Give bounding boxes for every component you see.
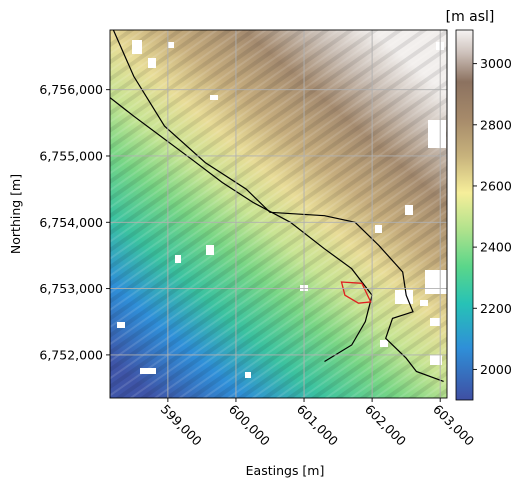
x-tick-label-1: 600,000 (226, 402, 273, 449)
gridlines (110, 30, 447, 398)
x-tick-label-3: 602,000 (362, 402, 409, 449)
colorbar-tick-label-4: 2800 (480, 117, 512, 132)
y-tick-label-3: 6,755,000 (39, 148, 103, 163)
y-tick-label-1: 6,753,000 (39, 281, 103, 296)
colorbar-ticks: 2000 2200 2400 2600 2800 3000 (473, 56, 512, 377)
plot-frame (109, 29, 448, 399)
colorbar-tick-label-0: 2000 (480, 362, 512, 377)
colorbar-tick-label-3: 2600 (480, 178, 512, 193)
colorbar-tick-label-2: 2400 (480, 240, 512, 255)
glacier-outline (112, 30, 444, 382)
secondary-outline (110, 96, 373, 363)
y-tick-label-4: 6,756,000 (39, 82, 103, 97)
y-axis-ticks: 6,752,000 6,753,000 6,754,000 6,755,000 6,75… (39, 82, 110, 362)
site-polygon (340, 281, 372, 304)
hillshade-texture (110, 30, 447, 398)
y-tick-label-2: 6,754,000 (39, 215, 103, 230)
colorbar-title: [m asl] (446, 9, 495, 25)
x-tick-label-4: 603,000 (430, 402, 477, 449)
x-tick-label-0: 599,000 (158, 402, 205, 449)
x-axis-label: Eastings [m] (246, 463, 325, 478)
colorbar-tick-label-1: 2200 (480, 301, 512, 316)
x-axis-ticks: 599,000 600,000 601,000 602,000 603,000 (158, 398, 477, 449)
colorbar: 2000 2200 2400 2600 2800 3000 [m asl] (446, 9, 512, 401)
colorbar-tick-label-5: 3000 (480, 56, 512, 71)
x-tick-label-2: 601,000 (294, 402, 341, 449)
y-tick-label-0: 6,752,000 (39, 347, 103, 362)
y-axis-label: Northing [m] (8, 174, 23, 254)
colorbar-gradient (455, 29, 474, 401)
elevation-map (110, 30, 447, 398)
